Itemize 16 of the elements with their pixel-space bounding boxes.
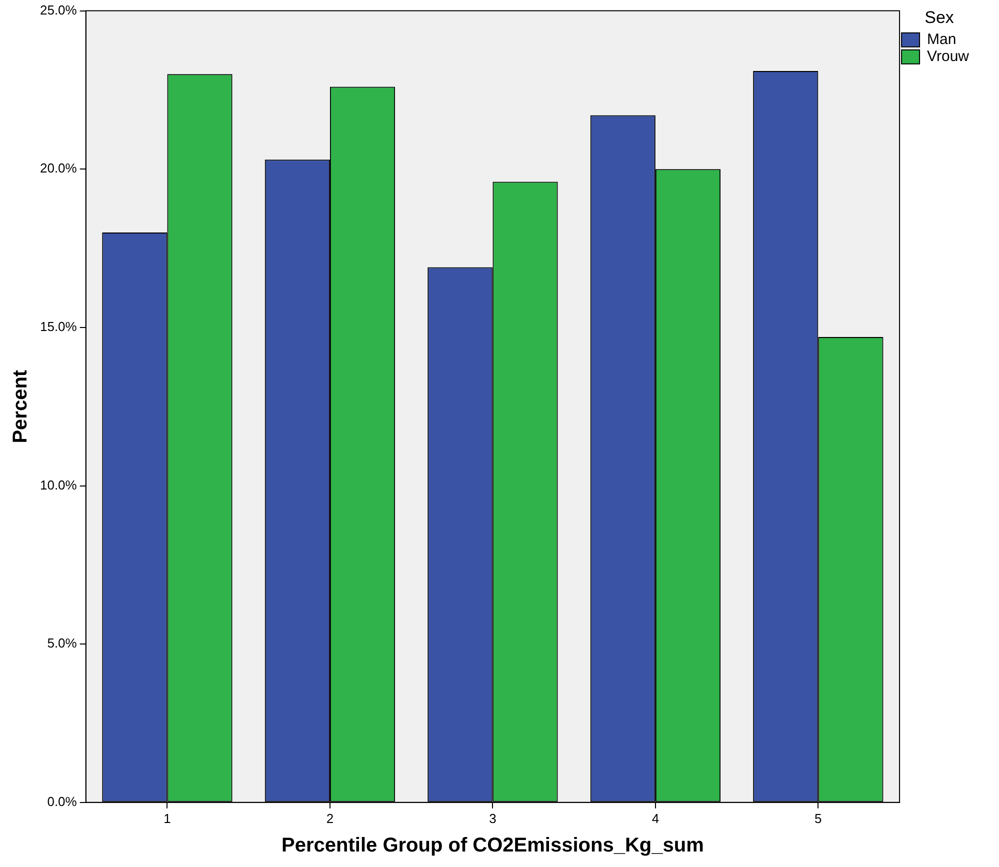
y-tick-label: 15.0% <box>40 319 78 334</box>
x-tick-label: 4 <box>652 810 660 826</box>
y-tick-label: 0.0% <box>47 794 78 809</box>
legend-title: Sex <box>924 8 954 28</box>
y-tick-label: 20.0% <box>40 160 78 176</box>
x-axis-title: Percentile Group of CO2Emissions_Kg_sum <box>282 834 704 857</box>
legend-label: Man <box>927 31 956 48</box>
x-tick-label: 3 <box>489 810 496 826</box>
y-tick-label: 5.0% <box>47 636 78 651</box>
x-tick-label: 5 <box>814 810 822 826</box>
x-tick-label: 2 <box>326 810 334 826</box>
y-axis-title: Percent <box>10 370 32 444</box>
x-tick-label: 1 <box>164 810 171 826</box>
y-tick-label: 10.0% <box>40 477 78 492</box>
y-tick-label: 25.0% <box>40 2 78 18</box>
legend-label: Vrouw <box>927 48 970 66</box>
